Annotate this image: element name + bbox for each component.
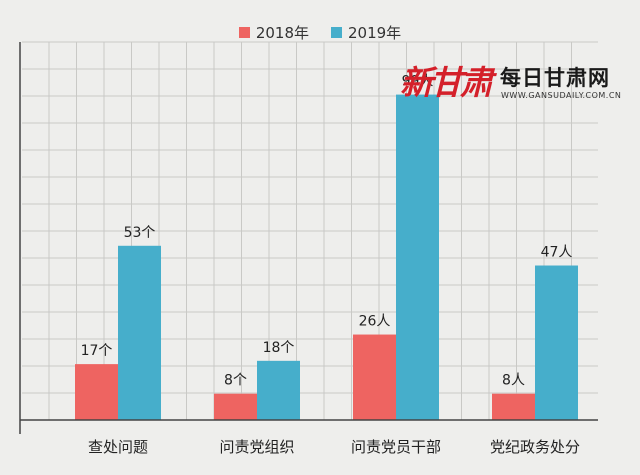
category-label-1: 问责党组织	[219, 438, 294, 456]
category-label-2: 问责党员干部	[351, 438, 441, 456]
bars	[75, 94, 578, 420]
bar-2018年-查处问题	[75, 364, 118, 420]
legend-item-2019: 2019年	[331, 22, 401, 43]
legend-label-2018: 2018年	[255, 24, 309, 42]
category-labels: 查处问题 问责党组织 问责党员干部 党纪政务处分	[88, 438, 580, 456]
category-label-0: 查处问题	[88, 438, 148, 456]
bar-2019年-问责党员干部	[396, 94, 439, 420]
bar-2018年-问责党组织	[214, 393, 257, 420]
data-label-2018年-问责党员干部: 26人	[359, 314, 391, 330]
data-label-2018年-党纪政务处分: 8人	[502, 373, 525, 389]
bar-2019年-查处问题	[118, 245, 161, 420]
data-label-2019年-党纪政务处分: 47人	[541, 245, 573, 261]
legend-swatch-2018	[238, 27, 250, 38]
data-label-2019年-问责党组织: 18个	[263, 340, 295, 356]
data-label-2018年-问责党组织: 8个	[224, 373, 247, 389]
bar-2019年-党纪政务处分	[535, 265, 578, 420]
logo-brush-text: 新甘肃	[400, 63, 493, 102]
watermark-logo: 新甘肃 每日甘肃网 WWW.GANSUDAILY.COM.CN	[400, 60, 622, 110]
legend-label-2019: 2019年	[348, 24, 402, 42]
bar-2018年-问责党员干部	[353, 334, 396, 420]
logo-main-text: 每日甘肃网	[500, 66, 610, 90]
bar-labels: 17个 53个 8个 18个 26人 99人 8人 47人	[81, 74, 573, 389]
logo-url-text: WWW.GANSUDAILY.COM.CN	[501, 91, 622, 100]
legend-item-2018: 2018年	[238, 22, 309, 43]
data-label-2018年-查处问题: 17个	[81, 343, 113, 359]
bar-2019年-问责党组织	[257, 360, 300, 420]
legend: 2018年 2019年	[0, 22, 640, 43]
data-label-2019年-查处问题: 53个	[124, 225, 156, 241]
category-label-3: 党纪政务处分	[490, 438, 580, 456]
bar-2018年-党纪政务处分	[492, 393, 535, 420]
data-label-2019年-问责党员干部: 99人	[402, 74, 434, 90]
axes	[19, 42, 598, 434]
legend-swatch-2019	[331, 27, 342, 38]
